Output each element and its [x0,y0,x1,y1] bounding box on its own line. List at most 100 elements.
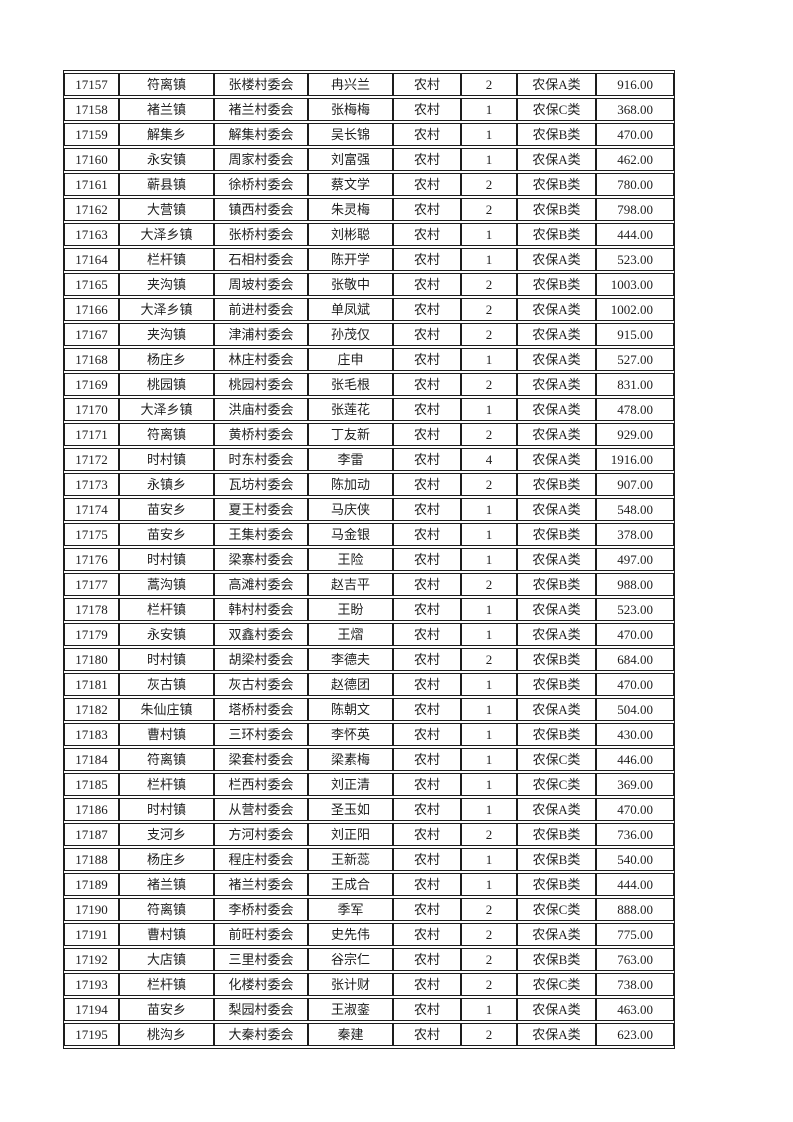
cell-area-type: 农村 [393,348,461,371]
table-row: 17161 蕲县镇 徐桥村委会 蔡文学 农村 2 农保B类 780.00 [64,173,674,196]
cell-amount: 798.00 [596,198,674,221]
cell-amount: 763.00 [596,948,674,971]
cell-area-type: 农村 [393,473,461,496]
cell-area-type: 农村 [393,248,461,271]
cell-count: 1 [461,673,517,696]
cell-record-id: 17166 [64,298,119,321]
cell-count: 2 [461,273,517,296]
cell-amount: 368.00 [596,98,674,121]
cell-town: 杨庄乡 [119,848,214,871]
cell-count: 1 [461,348,517,371]
cell-town: 栏杆镇 [119,598,214,621]
cell-town: 时村镇 [119,798,214,821]
cell-count: 1 [461,698,517,721]
cell-town: 蕲县镇 [119,173,214,196]
cell-record-id: 17181 [64,673,119,696]
cell-area-type: 农村 [393,523,461,546]
cell-village-committee: 周坡村委会 [214,273,308,296]
cell-person-name: 王熠 [308,623,393,646]
cell-record-id: 17172 [64,448,119,471]
cell-town: 桃园镇 [119,373,214,396]
cell-area-type: 农村 [393,848,461,871]
cell-record-id: 17168 [64,348,119,371]
cell-insurance-category: 农保A类 [517,323,596,346]
cell-insurance-category: 农保A类 [517,798,596,821]
cell-record-id: 17158 [64,98,119,121]
cell-person-name: 单凤斌 [308,298,393,321]
cell-insurance-category: 农保A类 [517,298,596,321]
cell-village-committee: 灰古村委会 [214,673,308,696]
cell-village-committee: 化楼村委会 [214,973,308,996]
cell-count: 1 [461,623,517,646]
cell-village-committee: 栏西村委会 [214,773,308,796]
cell-area-type: 农村 [393,823,461,846]
cell-person-name: 陈朝文 [308,698,393,721]
table-row: 17175 苗安乡 王集村委会 马金银 农村 1 农保B类 378.00 [64,523,674,546]
cell-area-type: 农村 [393,423,461,446]
table-row: 17178 栏杆镇 韩村村委会 王盼 农村 1 农保A类 523.00 [64,598,674,621]
cell-record-id: 17188 [64,848,119,871]
cell-insurance-category: 农保B类 [517,723,596,746]
cell-record-id: 17177 [64,573,119,596]
cell-person-name: 王淑銮 [308,998,393,1021]
cell-town: 栏杆镇 [119,973,214,996]
cell-town: 时村镇 [119,648,214,671]
table-row: 17194 苗安乡 梨园村委会 王淑銮 农村 1 农保A类 463.00 [64,998,674,1021]
table-row: 17192 大店镇 三里村委会 谷宗仁 农村 2 农保B类 763.00 [64,948,674,971]
cell-town: 桃沟乡 [119,1023,214,1046]
cell-count: 1 [461,98,517,121]
cell-insurance-category: 农保A类 [517,498,596,521]
cell-record-id: 17159 [64,123,119,146]
cell-town: 栏杆镇 [119,773,214,796]
table-row: 17185 栏杆镇 栏西村委会 刘正清 农村 1 农保C类 369.00 [64,773,674,796]
cell-count: 2 [461,823,517,846]
cell-village-committee: 从营村委会 [214,798,308,821]
cell-record-id: 17160 [64,148,119,171]
cell-amount: 470.00 [596,123,674,146]
cell-town: 褚兰镇 [119,873,214,896]
table-row: 17172 时村镇 时东村委会 李雷 农村 4 农保A类 1916.00 [64,448,674,471]
cell-town: 曹村镇 [119,723,214,746]
cell-person-name: 李雷 [308,448,393,471]
cell-person-name: 圣玉如 [308,798,393,821]
table-row: 17162 大营镇 镇西村委会 朱灵梅 农村 2 农保B类 798.00 [64,198,674,221]
cell-count: 1 [461,798,517,821]
cell-area-type: 农村 [393,748,461,771]
cell-person-name: 马庆侠 [308,498,393,521]
cell-person-name: 陈开学 [308,248,393,271]
cell-insurance-category: 农保B类 [517,848,596,871]
cell-area-type: 农村 [393,673,461,696]
cell-person-name: 朱灵梅 [308,198,393,221]
cell-village-committee: 时东村委会 [214,448,308,471]
cell-village-committee: 梁寨村委会 [214,548,308,571]
cell-count: 1 [461,548,517,571]
cell-amount: 446.00 [596,748,674,771]
cell-amount: 736.00 [596,823,674,846]
cell-village-committee: 塔桥村委会 [214,698,308,721]
cell-village-committee: 黄桥村委会 [214,423,308,446]
cell-person-name: 丁友新 [308,423,393,446]
cell-count: 2 [461,573,517,596]
cell-record-id: 17187 [64,823,119,846]
cell-insurance-category: 农保B类 [517,273,596,296]
cell-count: 1 [461,523,517,546]
cell-area-type: 农村 [393,873,461,896]
cell-amount: 444.00 [596,223,674,246]
cell-insurance-category: 农保A类 [517,423,596,446]
cell-insurance-category: 农保C类 [517,973,596,996]
cell-village-committee: 前进村委会 [214,298,308,321]
cell-count: 2 [461,423,517,446]
cell-area-type: 农村 [393,223,461,246]
cell-amount: 470.00 [596,798,674,821]
cell-area-type: 农村 [393,373,461,396]
cell-village-committee: 双鑫村委会 [214,623,308,646]
cell-record-id: 17189 [64,873,119,896]
cell-count: 2 [461,198,517,221]
cell-village-committee: 石相村委会 [214,248,308,271]
cell-village-committee: 洪庙村委会 [214,398,308,421]
cell-count: 1 [461,123,517,146]
cell-insurance-category: 农保B类 [517,173,596,196]
cell-town: 灰古镇 [119,673,214,696]
cell-person-name: 庄申 [308,348,393,371]
